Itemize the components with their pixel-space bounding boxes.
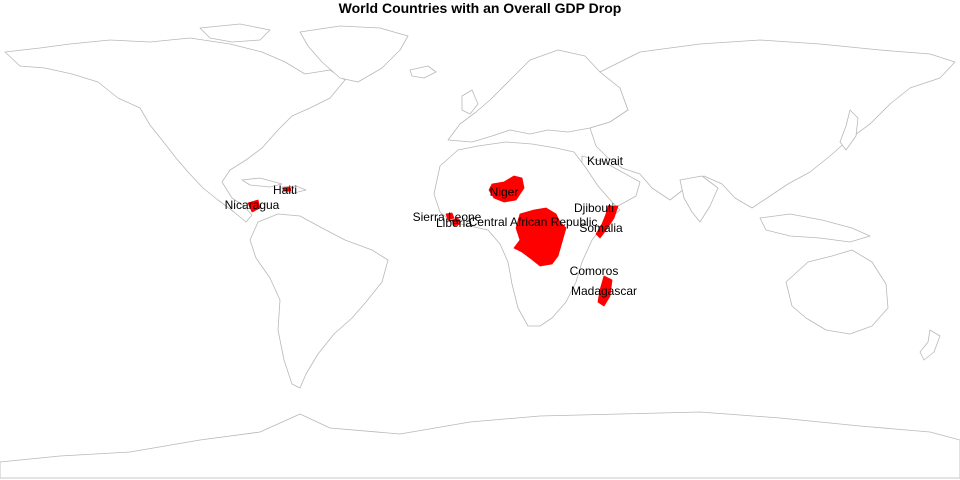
labels: Haiti Nicaragua Niger Kuwait Sierra Leon… [225,154,637,298]
country-niger [488,175,525,203]
label-central-african-republic: Central African Republic [469,215,598,229]
indian-peninsula [679,175,719,223]
label-somalia: Somalia [579,221,623,235]
southeast-asia-islands [759,213,871,243]
label-kuwait: Kuwait [587,154,624,168]
country-central-african-republic-and-drc [513,207,567,267]
label-haiti: Haiti [273,183,297,197]
label-niger: Niger [490,185,519,199]
asia [589,39,956,209]
label-comoros: Comoros [570,264,619,278]
australia [785,249,889,335]
country-nicaragua [247,199,261,213]
land-layer [0,23,960,479]
south-america [249,213,389,389]
label-madagascar: Madagascar [571,284,637,298]
canadian-islands [199,23,271,43]
greenland [299,25,409,83]
country-haiti [282,186,292,192]
map-title: World Countries with an Overall GDP Drop [338,0,622,16]
north-america [4,37,346,223]
new-zealand [919,329,941,361]
country-sierra-leone [445,212,455,221]
japan [839,109,859,151]
label-nicaragua: Nicaragua [225,198,280,212]
label-djibouti: Djibouti [574,201,614,215]
british-isles [461,89,479,115]
label-sierra-leone: Sierra Leone [413,210,482,224]
label-liberia: Liberia [436,216,472,230]
iceland [409,65,437,79]
cuba [241,177,283,188]
highlighted-countries [247,175,619,307]
antarctica [0,411,960,479]
country-djibouti-somalia [595,205,619,239]
country-liberia [451,217,461,227]
country-madagascar [597,275,613,307]
